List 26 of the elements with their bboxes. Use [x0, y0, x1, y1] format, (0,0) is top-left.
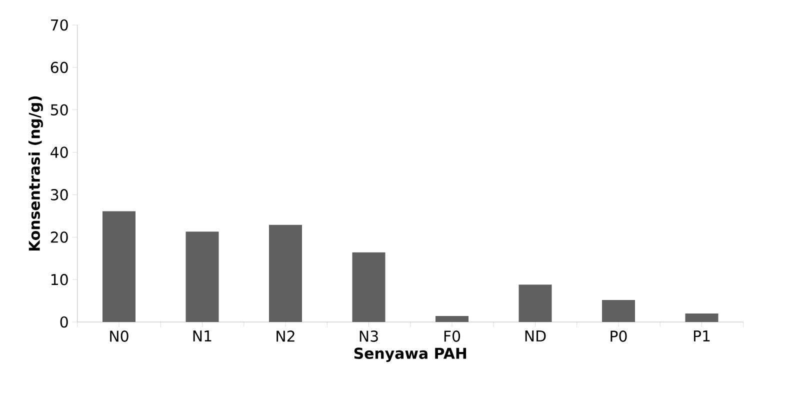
- x-tick-label: F0: [444, 330, 460, 342]
- y-tick-label: 10: [51, 274, 68, 286]
- bar: [352, 252, 386, 322]
- bar: [602, 300, 636, 322]
- bar: [685, 314, 718, 322]
- y-tick-label: 70: [51, 19, 68, 31]
- x-tick-label: P0: [610, 330, 627, 342]
- bar: [436, 316, 469, 322]
- y-axis-title: Konsentrasi (ng/g): [28, 96, 43, 251]
- y-tick-label: 50: [50, 104, 68, 116]
- bar: [102, 211, 136, 322]
- x-tick-label: N2: [276, 330, 294, 342]
- y-tick-label: 40: [50, 146, 68, 158]
- x-tick-label: N0: [110, 330, 128, 342]
- x-tick-label: ND: [525, 330, 546, 342]
- y-tick-label: 0: [60, 316, 68, 328]
- y-tick-label: 60: [50, 62, 68, 74]
- x-tick-label: N3: [360, 330, 378, 342]
- x-tick-label: N1: [193, 330, 212, 342]
- y-tick-label: 20: [50, 231, 68, 243]
- y-tick-label: 30: [50, 189, 68, 200]
- bar: [186, 232, 219, 322]
- x-axis-title: Senyawa PAH: [354, 348, 466, 362]
- bar: [269, 224, 302, 322]
- x-tick-label: P1: [694, 330, 710, 342]
- bar: [518, 284, 552, 322]
